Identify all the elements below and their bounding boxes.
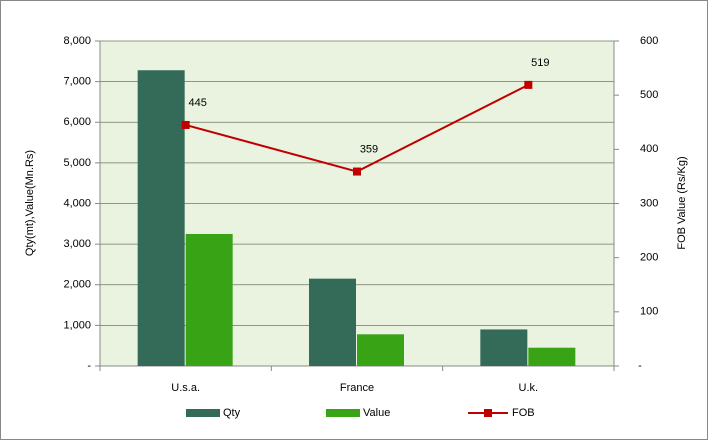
- x-tick-label: U.k.: [519, 382, 539, 394]
- y-tick-label: 3,000: [63, 238, 91, 250]
- bar: [137, 70, 185, 366]
- bar: [309, 278, 356, 366]
- x-tick-label: France: [340, 382, 374, 394]
- legend-swatch: [186, 409, 220, 417]
- y2-tick-label: 200: [640, 252, 658, 264]
- y2-axis-label: FOB Value (Rs/Kg): [676, 156, 688, 249]
- y-tick-label: 7,000: [63, 76, 91, 88]
- legend-label: FOB: [512, 407, 535, 419]
- legend-label: Value: [363, 407, 390, 419]
- y-tick-label: 8,000: [63, 35, 91, 47]
- y2-tick-label: 100: [640, 306, 658, 318]
- y2-tick-label: 300: [640, 197, 658, 209]
- y-tick-label: 2,000: [63, 279, 91, 291]
- x-tick-label: U.s.a.: [171, 382, 200, 394]
- data-label: 519: [531, 57, 549, 69]
- bar: [528, 347, 576, 366]
- line-marker: [181, 120, 190, 129]
- bar: [357, 334, 404, 366]
- y2-tick-label: 600: [640, 35, 658, 47]
- y-tick-label: 5,000: [63, 157, 91, 169]
- y2-tick-label: 500: [640, 89, 658, 101]
- legend-label: Qty: [223, 407, 241, 419]
- y-tick-label: 1,000: [63, 319, 91, 331]
- y2-tick-label: 400: [640, 143, 658, 155]
- y2-tick-label: -: [638, 360, 642, 372]
- y-tick-label: 6,000: [63, 116, 91, 128]
- bar: [480, 329, 528, 366]
- line-marker: [524, 80, 533, 89]
- data-label: 359: [360, 143, 378, 155]
- line-marker: [353, 167, 361, 176]
- y-tick-label: -: [87, 360, 91, 372]
- legend-swatch: [484, 409, 492, 417]
- bar: [185, 233, 233, 366]
- y-axis-label: Qty(mt),Value(Mn.Rs): [24, 150, 36, 256]
- data-label: 445: [188, 97, 206, 109]
- legend-swatch: [326, 409, 360, 417]
- y-tick-label: 4,000: [63, 197, 91, 209]
